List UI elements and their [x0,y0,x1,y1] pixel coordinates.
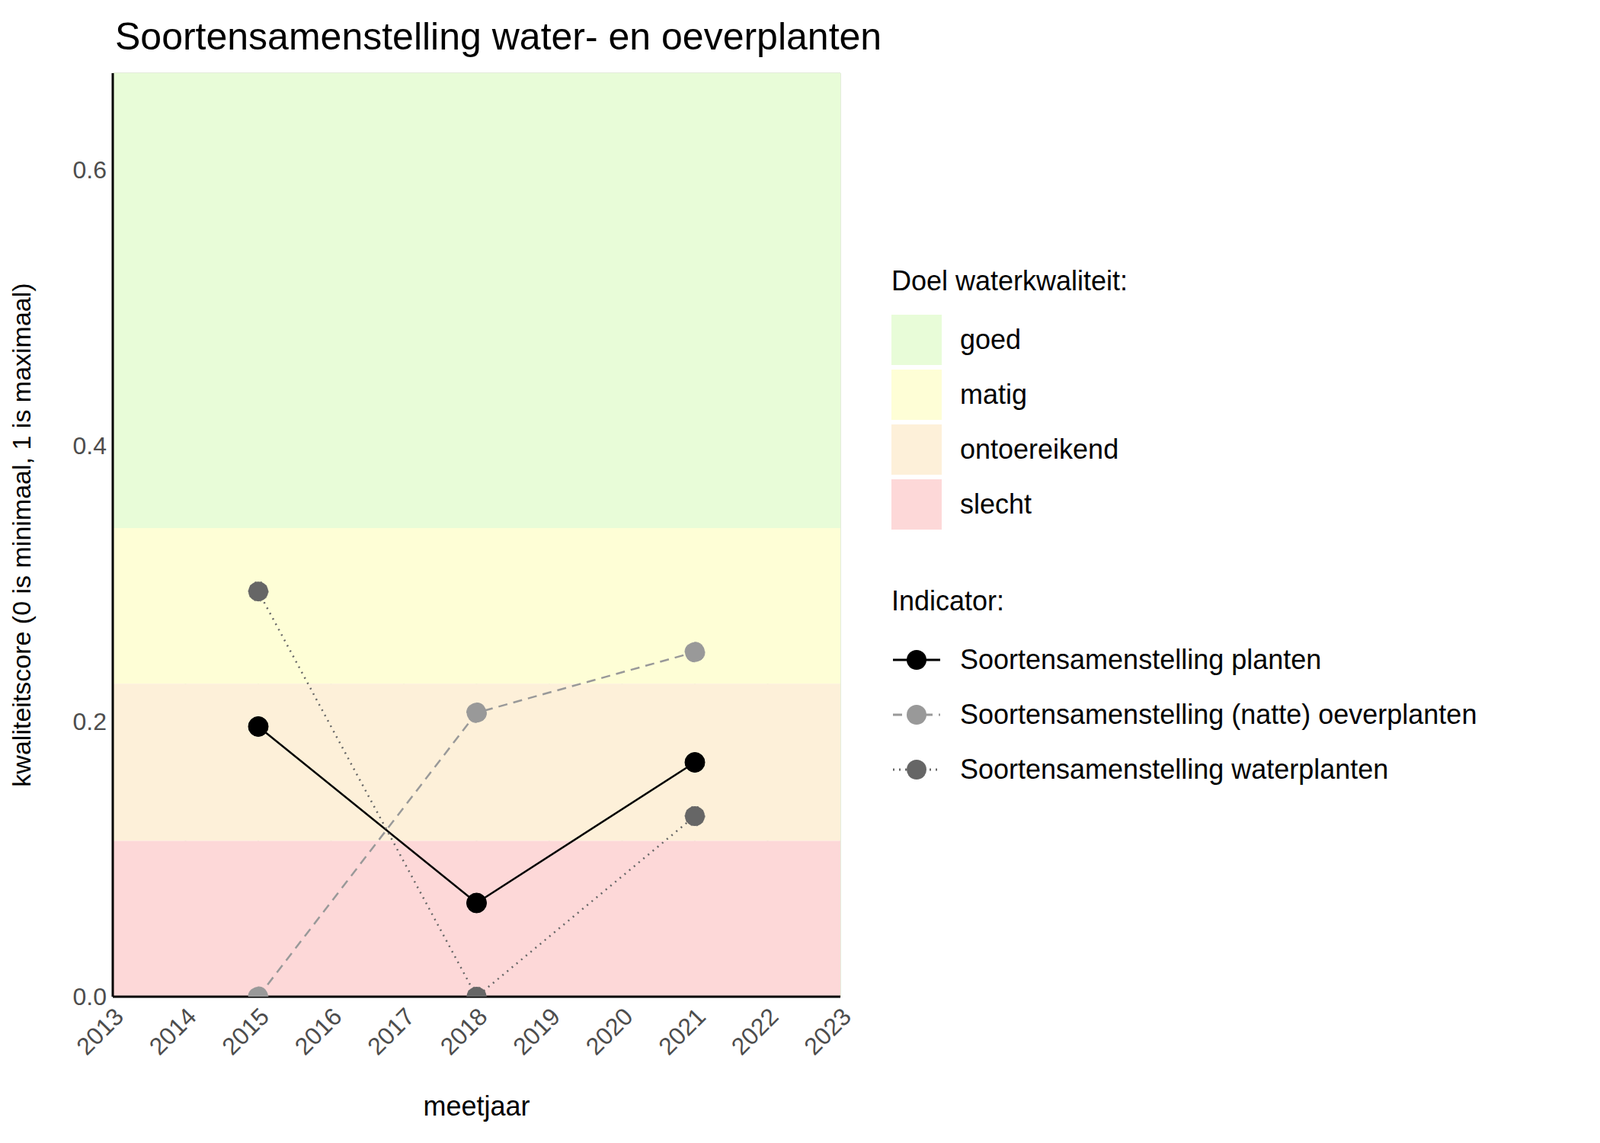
svg-text:2015: 2015 [216,1002,275,1061]
html-text:Soortensamenstelling (natte) o: Soortensamenstelling (natte) oeverplante… [960,698,1477,730]
svg-text:2019: 2019 [507,1002,566,1061]
svg-text:2020: 2020 [580,1002,639,1061]
svg-text:2021: 2021 [652,1002,711,1061]
svg-text:kwaliteitscore (0 is minimaal,: kwaliteitscore (0 is minimaal, 1 is maxi… [6,282,36,787]
html-text:Doel waterkwaliteit:: Doel waterkwaliteit: [891,265,1128,297]
html-text:slecht: slecht [960,488,1032,520]
html-text:Indicator:: Indicator: [891,585,1005,617]
svg-text:0.2: 0.2 [73,707,107,736]
svg-text:2018: 2018 [435,1002,493,1061]
svg-text:2014: 2014 [144,1002,202,1061]
html-text:Soortensamenstelling water- en: Soortensamenstelling water- en oeverplan… [115,15,882,58]
html-text:matig: matig [960,378,1028,410]
svg-text:2013: 2013 [70,1002,129,1061]
html-text:Soortensamenstelling planten: Soortensamenstelling planten [960,643,1322,676]
svg-text:2017: 2017 [361,1002,420,1061]
svg-text:0.6: 0.6 [73,156,107,184]
svg-text:2022: 2022 [726,1002,784,1061]
svg-text:meetjaar: meetjaar [422,1090,530,1122]
svg-text:0.4: 0.4 [73,432,107,460]
svg-text:0.0: 0.0 [73,982,107,1011]
html-text:Soortensamenstelling waterplan: Soortensamenstelling waterplanten [960,753,1389,785]
html-text:goed: goed [960,323,1022,356]
svg-text:2016: 2016 [289,1002,348,1061]
svg-text:2023: 2023 [798,1002,857,1061]
html-text:ontoereikend: ontoereikend [960,433,1119,465]
